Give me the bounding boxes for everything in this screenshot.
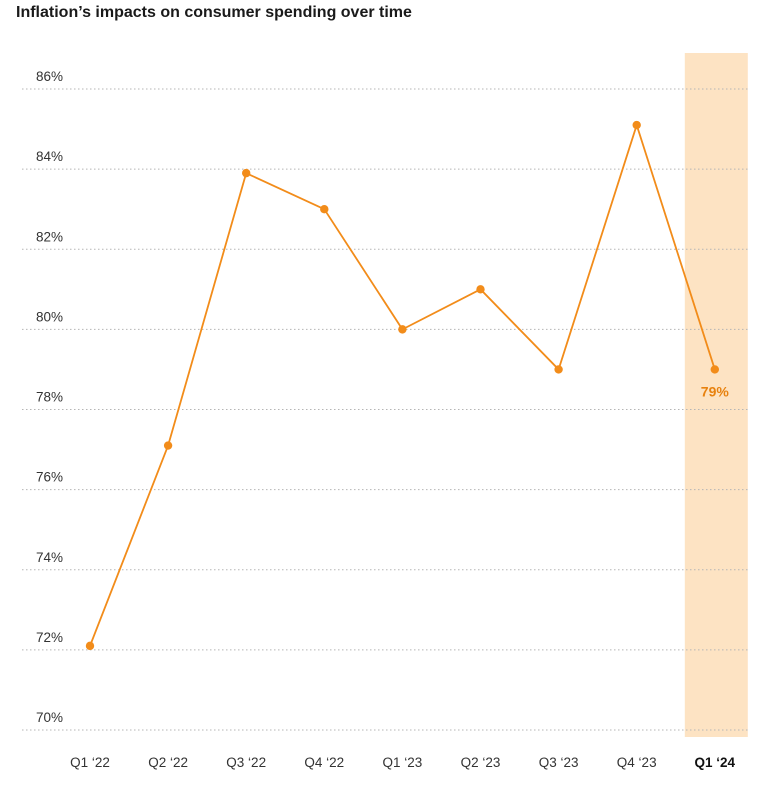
x-tick-label: Q2 ‘23 bbox=[461, 755, 501, 770]
y-tick-label: 82% bbox=[36, 229, 63, 244]
y-tick-label: 72% bbox=[36, 630, 63, 645]
y-tick-label: 80% bbox=[36, 309, 63, 324]
data-point bbox=[476, 285, 485, 294]
y-tick-label: 84% bbox=[36, 149, 63, 164]
series-line bbox=[89, 124, 716, 647]
data-label: 79% bbox=[701, 383, 730, 399]
y-tick-label: 70% bbox=[36, 710, 63, 725]
x-tick-label: Q3 ‘22 bbox=[226, 755, 266, 770]
data-point bbox=[163, 441, 173, 450]
x-tick-label: Q3 ‘23 bbox=[539, 755, 579, 770]
chart-title: Inflation’s impacts on consumer spending… bbox=[16, 4, 412, 21]
data-point bbox=[320, 204, 329, 214]
highlight-band bbox=[684, 53, 748, 737]
y-tick-label: 74% bbox=[36, 550, 63, 565]
data-point bbox=[242, 168, 251, 178]
y-tick-label: 78% bbox=[36, 390, 63, 405]
x-tick-label: Q1 ‘23 bbox=[383, 755, 423, 770]
data-point bbox=[85, 641, 95, 651]
data-point bbox=[632, 120, 641, 130]
data-point bbox=[554, 365, 563, 374]
x-tick-label: Q4 ‘23 bbox=[617, 755, 657, 770]
x-tick-label: Q4 ‘22 bbox=[304, 755, 344, 770]
x-tick-label: Q2 ‘22 bbox=[148, 755, 188, 770]
x-tick-label: Q1 ‘24 bbox=[695, 755, 736, 770]
y-tick-label: 86% bbox=[36, 69, 63, 84]
x-tick-label: Q1 ‘22 bbox=[70, 755, 110, 770]
data-point bbox=[398, 325, 407, 334]
data-point bbox=[710, 365, 719, 374]
y-tick-label: 76% bbox=[36, 470, 63, 485]
